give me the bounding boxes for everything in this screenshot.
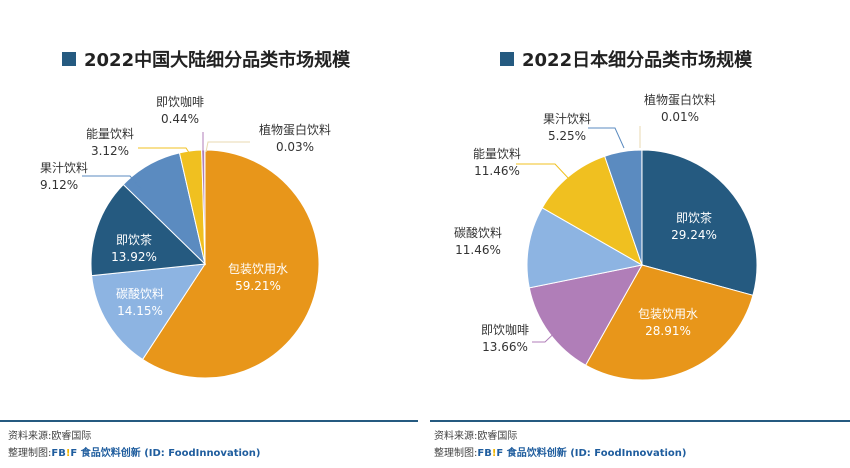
- slice-label: 即饮咖啡: [481, 322, 529, 337]
- slice-value: 13.66%: [482, 340, 528, 354]
- leader-line: [82, 175, 143, 191]
- slice-value: 59.21%: [235, 279, 281, 293]
- source-text: 资料来源:欧睿国际: [434, 431, 518, 442]
- credit: 整理制图:FB!F 食品饮料创新 (ID: FoodInnovation): [8, 445, 260, 462]
- slice-label: 包装饮用水: [638, 307, 698, 321]
- pie-slice: [526, 207, 644, 289]
- leader-line: [588, 127, 625, 149]
- chart-title-japan: 2022日本细分品类市场规模: [500, 46, 752, 72]
- slice-value: 3.12%: [91, 144, 129, 158]
- leader-line: [516, 163, 571, 181]
- slice-value: 0.03%: [276, 140, 314, 154]
- slice-label: 植物蛋白饮料: [259, 122, 331, 137]
- title-text: 2022中国大陆细分品类市场规模: [84, 50, 351, 71]
- slice-value: 0.01%: [661, 110, 699, 124]
- pie-slice: [528, 264, 643, 366]
- slice-label: 碳酸饮料: [116, 286, 164, 301]
- slice-label: 能量饮料: [86, 127, 134, 141]
- credit-label: 整理制图:: [8, 448, 52, 459]
- pie-charts: 包装饮用水 59.21% 碳酸饮料 14.15% 即饮茶 13.92% 果汁饮料 9.12% 能…: [40, 92, 758, 381]
- pie-slice: [91, 263, 206, 361]
- divider: [0, 420, 418, 422]
- title-text: 2022日本细分品类市场规模: [522, 50, 753, 71]
- footer-right: 资料来源:欧睿国际 整理制图:FB!F 食品饮料创新 (ID: FoodInno…: [434, 428, 686, 462]
- slice-value: 9.12%: [40, 178, 78, 192]
- pie-slice: [141, 149, 320, 379]
- slice-value: 29.24%: [671, 228, 717, 242]
- slice-value: 14.15%: [117, 304, 163, 318]
- pie-slice: [90, 183, 207, 277]
- footer-left: 资料来源:欧睿国际 整理制图:FB!F 食品饮料创新 (ID: FoodInno…: [8, 428, 260, 462]
- slice-value: 13.92%: [111, 250, 157, 264]
- slice-label: 果汁饮料: [543, 112, 591, 126]
- pie-slice: [641, 149, 758, 296]
- leader-line: [205, 141, 250, 153]
- leader-line: [532, 319, 569, 343]
- brand-logo: FB!F 食品饮料创新 (ID: FoodInnovation): [51, 448, 261, 459]
- slice-label: 即饮茶: [116, 232, 152, 247]
- title-marker: [500, 52, 514, 66]
- slice-value: 11.46%: [455, 243, 501, 257]
- pie-slice: [541, 155, 643, 267]
- source-text: 资料来源:欧睿国际: [8, 431, 92, 442]
- slice-label: 果汁饮料: [40, 161, 88, 175]
- slice-label: 包装饮用水: [228, 262, 288, 276]
- brand-logo: FB!F 食品饮料创新 (ID: FoodInnovation): [477, 448, 687, 459]
- divider: [430, 420, 850, 422]
- slice-label: 植物蛋白饮料: [644, 92, 716, 107]
- credit: 整理制图:FB!F 食品饮料创新 (ID: FoodInnovation): [434, 445, 686, 462]
- pie-slice: [584, 264, 754, 381]
- slice-label: 即饮咖啡: [156, 94, 204, 109]
- slice-value: 0.44%: [161, 112, 199, 126]
- credit-label: 整理制图:: [434, 448, 478, 459]
- slice-value: 11.46%: [474, 164, 520, 178]
- leader-line: [138, 147, 191, 155]
- slice-label: 即饮茶: [676, 210, 712, 225]
- slice-value: 5.25%: [548, 129, 586, 143]
- slice-value: 28.91%: [645, 324, 691, 338]
- title-marker: [62, 52, 76, 66]
- slice-label: 能量饮料: [473, 147, 521, 161]
- chart-title-china: 2022中国大陆细分品类市场规模: [62, 46, 350, 72]
- slice-label: 碳酸饮料: [454, 225, 502, 240]
